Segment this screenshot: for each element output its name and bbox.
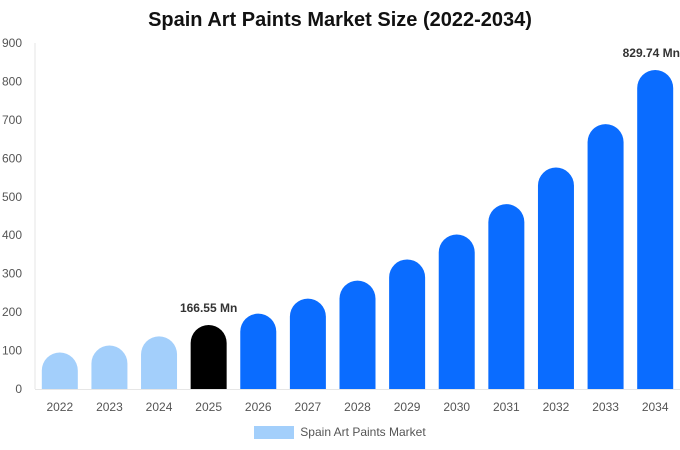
x-tick-label: 2028 <box>344 400 371 414</box>
bar-2022 <box>41 352 78 389</box>
x-tick-label: 2025 <box>195 400 222 414</box>
y-tick-label: 700 <box>2 113 22 127</box>
x-axis: 2022 2023 2024 2025 2026 2027 2028 2029 2030 2031… <box>35 389 680 414</box>
y-tick-label: 800 <box>2 74 22 88</box>
bar-2028 <box>339 280 376 389</box>
bar-2024 <box>141 336 178 389</box>
x-tick-label: 2034 <box>642 400 669 414</box>
x-tick-label: 2027 <box>295 400 322 414</box>
data-label: 829.74 Mn <box>623 46 680 60</box>
x-tick-label: 2029 <box>394 400 421 414</box>
bars <box>41 70 674 389</box>
y-tick-label: 200 <box>2 305 22 319</box>
data-label: 166.55 Mn <box>180 301 237 315</box>
x-tick-label: 2033 <box>592 400 619 414</box>
y-tick-label: 300 <box>2 267 22 281</box>
bar-2025 <box>190 324 227 389</box>
bar-2029 <box>389 259 426 389</box>
bar-2034 <box>637 70 674 389</box>
bar-2032 <box>537 167 574 389</box>
y-axis: 0 100 200 300 400 500 600 700 800 900 <box>2 36 36 396</box>
y-tick-label: 500 <box>2 190 22 204</box>
bar-2027 <box>289 298 326 389</box>
bar-2031 <box>488 204 525 389</box>
y-tick-label: 400 <box>2 228 22 242</box>
x-tick-label: 2031 <box>493 400 520 414</box>
bar-2026 <box>240 313 277 389</box>
chart-title: Spain Art Paints Market Size (2022-2034) <box>148 9 532 31</box>
bar-2030 <box>438 234 475 389</box>
y-tick-label: 900 <box>2 36 22 50</box>
x-tick-label: 2024 <box>146 400 173 414</box>
x-tick-label: 2022 <box>46 400 73 414</box>
legend-label: Spain Art Paints Market <box>300 425 426 439</box>
x-tick-label: 2030 <box>443 400 470 414</box>
y-tick-label: 100 <box>2 344 22 358</box>
bar-2033 <box>587 124 624 389</box>
x-tick-label: 2023 <box>96 400 123 414</box>
x-tick-label: 2026 <box>245 400 272 414</box>
x-tick-label: 2032 <box>543 400 570 414</box>
legend: Spain Art Paints Market <box>0 425 680 439</box>
bar-2023 <box>91 345 128 389</box>
y-tick-label: 600 <box>2 151 22 165</box>
y-tick-label: 0 <box>15 382 22 396</box>
legend-swatch <box>254 425 295 439</box>
data-labels: 166.55 Mn 829.74 Mn <box>180 46 680 315</box>
